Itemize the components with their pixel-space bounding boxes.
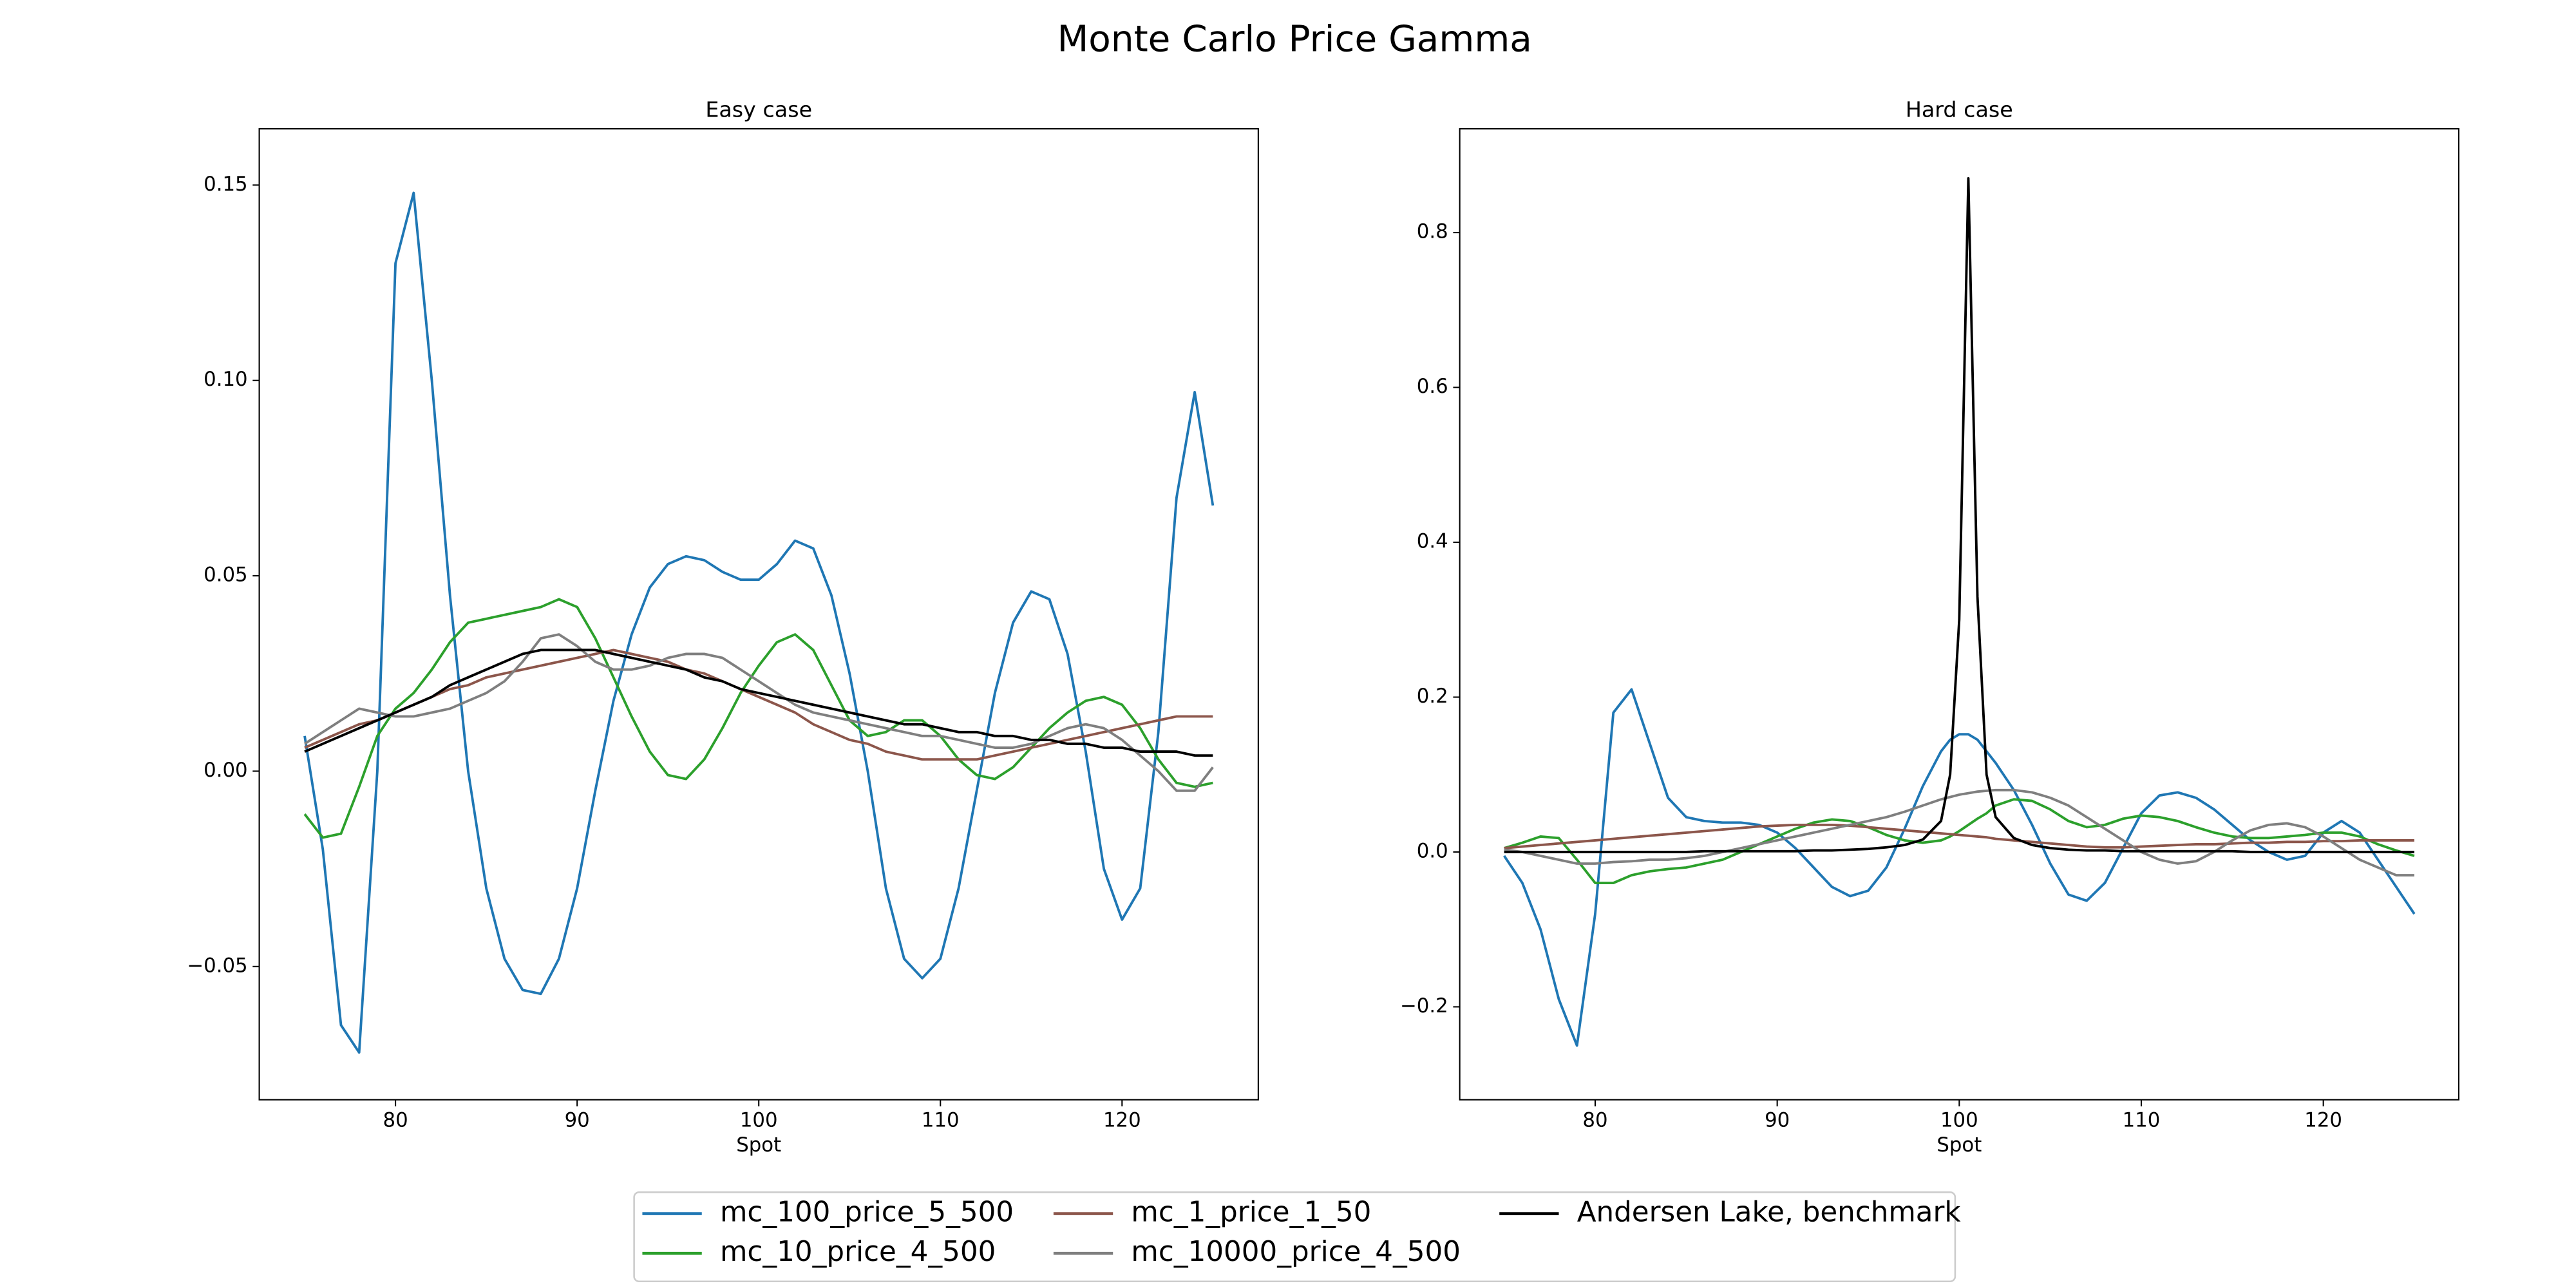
x-tick-label: 80 [383, 1109, 408, 1132]
y-tick-label: 0.6 [1417, 375, 1448, 398]
figure-title: Monte Carlo Price Gamma [1057, 19, 1532, 61]
y-tick-label: 0.4 [1417, 530, 1448, 553]
series-line [304, 649, 1213, 757]
x-tick-label: 100 [1940, 1109, 1978, 1132]
y-tick-label: 0.15 [204, 173, 247, 196]
y-tick-label: −0.2 [1400, 994, 1448, 1018]
series-line [1504, 823, 2414, 849]
legend-label: mc_10000_price_4_500 [1131, 1236, 1461, 1268]
x-tick-label: 90 [1765, 1109, 1790, 1132]
legend-label: mc_100_price_5_500 [720, 1197, 1014, 1229]
legend-label: Andersen Lake, benchmark [1577, 1197, 1962, 1229]
series-line [303, 598, 1213, 839]
y-tick-label: 0.0 [1417, 839, 1448, 862]
x-tick-label: 90 [565, 1109, 590, 1132]
series-line [304, 649, 1213, 761]
x-tick-label: 110 [2123, 1109, 2161, 1132]
x-axis-label: Spot [736, 1133, 781, 1157]
x-tick-label: 80 [1582, 1109, 1607, 1132]
series-line [1504, 177, 2414, 853]
axes-frame [1459, 128, 2459, 1101]
series-line [303, 191, 1215, 1054]
y-tick-label: 0.2 [1417, 685, 1448, 708]
y-tick-label: 0.10 [204, 368, 247, 391]
legend-frame [633, 1191, 1956, 1283]
subplot-title: Easy case [705, 97, 812, 122]
x-axis-label: Spot [1937, 1133, 1982, 1157]
x-tick-label: 100 [740, 1109, 778, 1132]
axes-frame [258, 128, 1259, 1101]
legend-label: mc_1_price_1_50 [1131, 1197, 1371, 1229]
y-tick-label: 0.8 [1417, 220, 1448, 243]
y-tick-label: −0.05 [187, 954, 247, 977]
x-tick-label: 120 [2304, 1109, 2342, 1132]
series-line [1504, 798, 2415, 884]
series-line [1504, 788, 2414, 876]
y-tick-label: 0.05 [204, 564, 247, 587]
x-tick-label: 110 [922, 1109, 960, 1132]
subplot-title: Hard case [1906, 97, 2013, 122]
y-tick-label: 0.00 [204, 759, 247, 782]
series-line [304, 633, 1214, 792]
legend-label: mc_10_price_4_500 [720, 1236, 996, 1268]
x-tick-label: 120 [1103, 1109, 1141, 1132]
